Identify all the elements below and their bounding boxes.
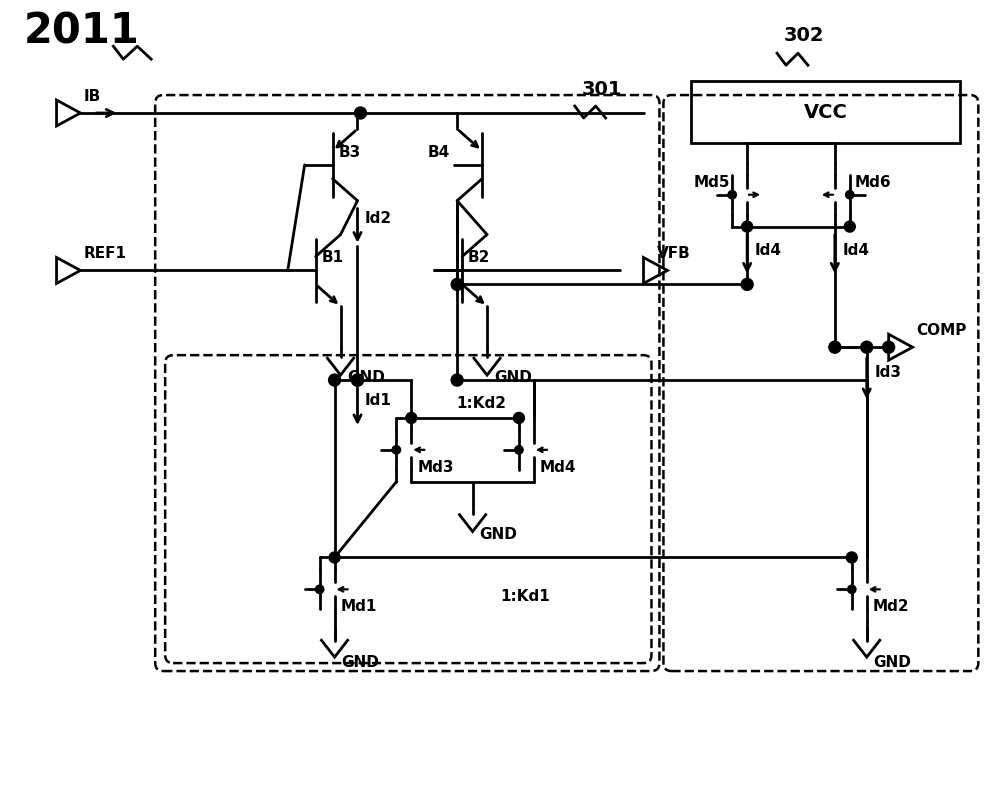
Text: Md3: Md3 <box>417 460 454 475</box>
Text: B4: B4 <box>427 145 450 160</box>
Text: IB: IB <box>83 89 101 104</box>
Circle shape <box>352 374 363 386</box>
Text: GND: GND <box>348 370 385 385</box>
Text: Id2: Id2 <box>364 211 392 225</box>
Circle shape <box>406 412 417 423</box>
Text: Id4: Id4 <box>755 242 782 257</box>
Circle shape <box>355 107 366 119</box>
Text: REF1: REF1 <box>83 246 126 261</box>
Text: 2011: 2011 <box>24 10 140 52</box>
Circle shape <box>451 374 463 386</box>
Text: 1:Kd1: 1:Kd1 <box>500 589 550 604</box>
Text: GND: GND <box>494 370 532 385</box>
Circle shape <box>844 221 855 232</box>
Text: B3: B3 <box>339 145 361 160</box>
Text: COMP: COMP <box>917 323 967 338</box>
Circle shape <box>861 341 873 353</box>
Text: 302: 302 <box>784 26 825 45</box>
Text: VCC: VCC <box>804 103 848 122</box>
Circle shape <box>846 552 857 563</box>
Text: Md4: Md4 <box>540 460 576 475</box>
Circle shape <box>352 374 363 386</box>
Text: VFB: VFB <box>656 246 690 261</box>
Text: GND: GND <box>874 655 912 670</box>
Circle shape <box>741 278 753 290</box>
Text: GND: GND <box>342 655 379 670</box>
Circle shape <box>329 374 341 386</box>
Circle shape <box>728 191 736 199</box>
Bar <box>691 81 960 143</box>
Text: B2: B2 <box>468 250 490 265</box>
Circle shape <box>451 278 463 290</box>
Circle shape <box>513 412 524 423</box>
Circle shape <box>883 341 895 353</box>
Circle shape <box>742 221 753 232</box>
Text: 1:Kd2: 1:Kd2 <box>457 396 507 411</box>
Text: Id3: Id3 <box>875 365 902 380</box>
Circle shape <box>392 446 401 454</box>
Text: Md2: Md2 <box>873 599 909 614</box>
Circle shape <box>829 341 841 353</box>
Circle shape <box>329 552 340 563</box>
Text: 301: 301 <box>582 80 622 99</box>
Text: Md1: Md1 <box>341 599 377 614</box>
Text: Md6: Md6 <box>855 175 891 190</box>
Text: Id1: Id1 <box>364 393 391 408</box>
Text: B1: B1 <box>322 250 344 265</box>
Circle shape <box>848 585 856 593</box>
Circle shape <box>846 191 854 199</box>
Circle shape <box>515 446 523 454</box>
Text: Md5: Md5 <box>693 175 730 190</box>
Circle shape <box>315 585 324 593</box>
Text: Id4: Id4 <box>843 242 870 257</box>
Text: GND: GND <box>480 527 517 541</box>
